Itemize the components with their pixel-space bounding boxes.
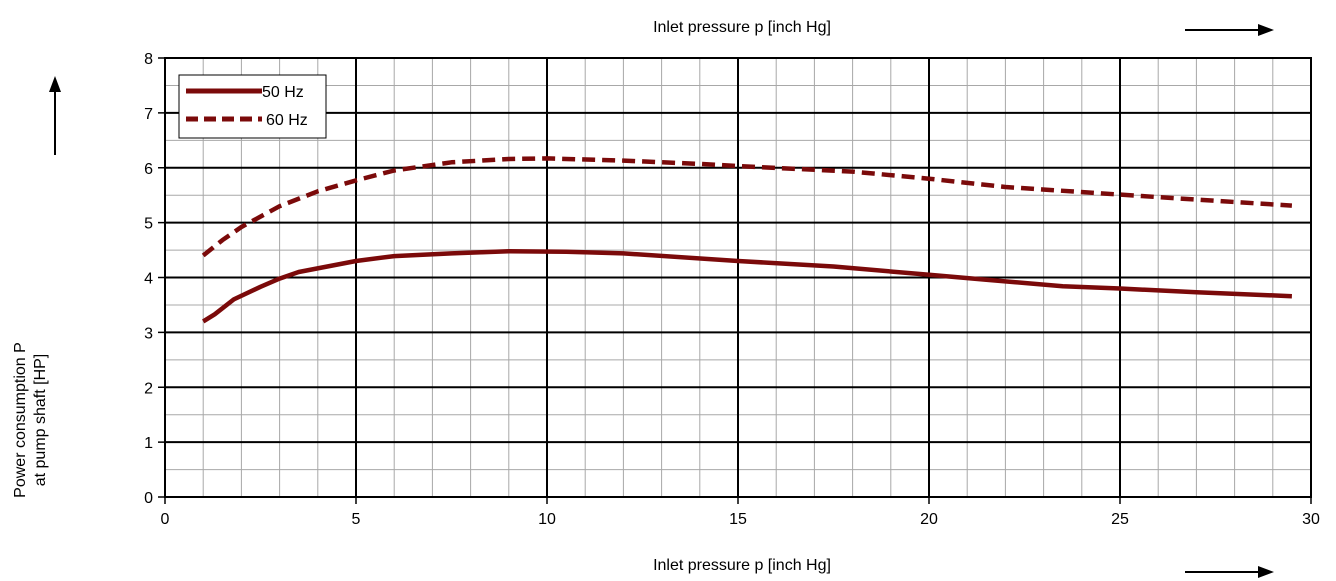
series-layer xyxy=(201,156,1293,324)
y-tick-label: 1 xyxy=(144,435,153,452)
legend-box xyxy=(178,74,327,139)
legend-label-60hz: 60 Hz xyxy=(266,112,308,129)
x-tick-label: 5 xyxy=(352,511,361,528)
series-line-50-hz xyxy=(202,248,1292,324)
y-arrow-icon xyxy=(49,76,61,155)
x-tick-label: 0 xyxy=(161,511,170,528)
x-tick-label: 10 xyxy=(538,511,556,528)
x-tick-label: 30 xyxy=(1302,511,1320,528)
legend: 50 Hz 60 Hz xyxy=(178,74,327,139)
major-grid xyxy=(165,58,1311,497)
y-tick-label: 8 xyxy=(144,51,153,68)
series-line-60-hz xyxy=(201,156,1293,258)
x-axis-title: Inlet pressure p [inch Hg] xyxy=(653,557,831,574)
bottom-arrow-icon xyxy=(1185,566,1274,578)
y-axis-title-line2: at pump shaft [HP] xyxy=(32,354,49,487)
y-axis-title: Power consumption P at pump shaft [HP] xyxy=(12,342,49,498)
legend-label-50hz: 50 Hz xyxy=(262,84,304,101)
y-tick-label: 4 xyxy=(144,271,153,288)
top-arrow-icon xyxy=(1185,24,1274,36)
top-axis-title: Inlet pressure p [inch Hg] xyxy=(653,19,831,36)
y-tick-label: 0 xyxy=(144,490,153,507)
x-tick-label: 15 xyxy=(729,511,747,528)
y-tick-label: 2 xyxy=(144,380,153,397)
x-tick-label: 25 xyxy=(1111,511,1129,528)
y-axis-ticks: 0 1 2 3 4 5 6 7 8 xyxy=(144,51,165,507)
y-tick-label: 6 xyxy=(144,161,153,178)
x-axis-ticks: 0 5 10 15 20 25 30 xyxy=(161,497,1320,528)
y-axis-title-line1: Power consumption P xyxy=(12,342,29,498)
y-tick-label: 5 xyxy=(144,216,153,233)
y-tick-label: 3 xyxy=(144,325,153,342)
y-tick-label: 7 xyxy=(144,106,153,123)
x-tick-label: 20 xyxy=(920,511,938,528)
